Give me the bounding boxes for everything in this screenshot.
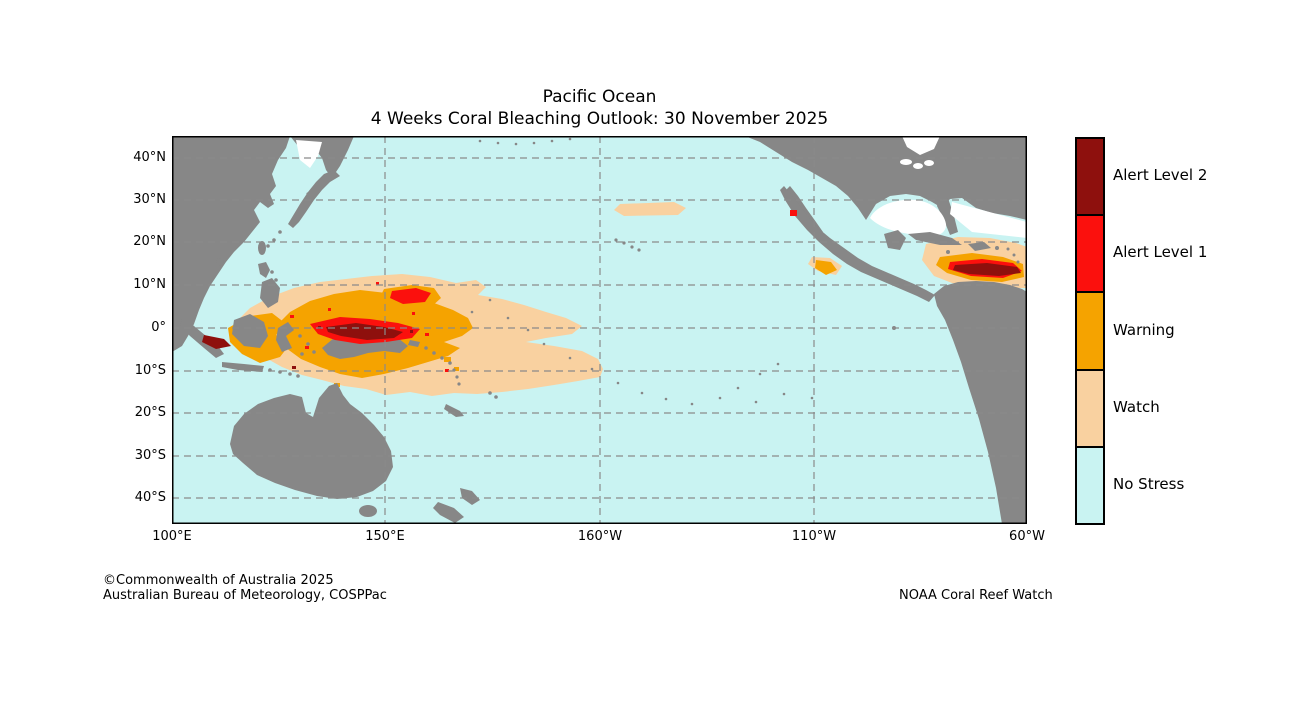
- lon-tick-150e: 150°E: [365, 529, 405, 544]
- land-new-britain: [408, 340, 420, 347]
- lat-tick-10n: 10°N: [133, 277, 166, 292]
- land-borneo: [232, 314, 268, 348]
- land-jamaica: [946, 250, 950, 254]
- land-hainan: [216, 258, 224, 266]
- legend-swatch-alert-level-1: [1077, 216, 1103, 294]
- sea-okhotsk: [296, 140, 322, 168]
- land-nz-north: [460, 488, 480, 505]
- lake-speck: [900, 159, 912, 165]
- lat-tick-10s: 10°S: [134, 363, 166, 378]
- gridlines: [172, 136, 1027, 524]
- legend-swatch-watch: [1077, 370, 1103, 448]
- lat-tick-0: 0°: [151, 320, 166, 335]
- land-puerto-rico: [995, 246, 999, 250]
- land-philippines: [258, 262, 270, 278]
- land-north-america: [745, 136, 1027, 220]
- land-japan: [288, 170, 340, 228]
- land-south-america: [934, 281, 1027, 524]
- lon-tick-100e: 100°E: [152, 529, 192, 544]
- legend-swatch-warning: [1077, 293, 1103, 371]
- land-nz-south: [433, 502, 464, 523]
- land-taiwan: [258, 241, 266, 255]
- land-tasmania: [359, 505, 377, 517]
- land-asia: [172, 136, 290, 352]
- legend-swatch-alert-level-2: [1077, 139, 1103, 217]
- land-australia: [230, 383, 393, 499]
- lat-tick-40s: 40°S: [134, 490, 166, 505]
- land-sulawesi: [276, 322, 294, 352]
- legend-label-watch: Watch: [1113, 398, 1160, 416]
- sea-atlantic: [950, 202, 1027, 238]
- land-java: [222, 362, 264, 372]
- legend-label-warning: Warning: [1113, 321, 1175, 339]
- legend-label-no-stress: No Stress: [1113, 475, 1185, 493]
- land-hispaniola: [968, 242, 991, 251]
- land-central-america: [780, 186, 935, 302]
- title-line-1: Pacific Ocean: [542, 87, 657, 107]
- legend-swatch-no-stress: [1077, 447, 1103, 524]
- land-florida: [937, 198, 958, 235]
- legend-colorbar: [1075, 137, 1105, 525]
- land-yucatan: [884, 230, 906, 250]
- lat-tick-20n: 20°N: [133, 234, 166, 249]
- landmasses: [172, 136, 1027, 524]
- map-border: [172, 136, 1027, 524]
- credit-noaa: NOAA Coral Reef Watch: [899, 588, 1053, 603]
- lat-tick-30s: 30°S: [134, 448, 166, 463]
- overlay-alert2: [202, 263, 1021, 369]
- credit-commonwealth: ©Commonwealth of Australia 2025: [103, 573, 334, 588]
- legend-label-alert-level-1: Alert Level 1: [1113, 243, 1208, 261]
- sea-hudson: [902, 136, 940, 155]
- lat-tick-40n: 40°N: [133, 150, 166, 165]
- lat-tick-20s: 20°S: [134, 405, 166, 420]
- land-cuba: [908, 232, 962, 245]
- land-kamchatka: [290, 136, 354, 178]
- legend-label-alert-level-2: Alert Level 2: [1113, 166, 1208, 184]
- island-specks-pacific: [470, 298, 814, 406]
- lon-tick-60w: 60°W: [1009, 529, 1045, 544]
- credit-bom-cosppac: Australian Bureau of Meteorology, COSPPa…: [103, 588, 387, 603]
- chart-title: Pacific Ocean 4 Weeks Coral Bleaching Ou…: [172, 86, 1027, 130]
- land-new-caledonia: [444, 404, 464, 417]
- title-line-2: 4 Weeks Coral Bleaching Outlook: 30 Nove…: [370, 109, 829, 129]
- sea-gulf-of-mexico: [870, 199, 947, 237]
- island-specks-hawaii: [614, 238, 641, 252]
- lat-tick-30n: 30°N: [133, 192, 166, 207]
- pacific-map-svg: [172, 136, 1027, 524]
- map-frame: [172, 136, 1027, 524]
- lon-tick-110w: 110°W: [791, 529, 837, 544]
- island-specks-aleutians: [478, 137, 572, 146]
- lon-tick-160w: 160°W: [577, 529, 623, 544]
